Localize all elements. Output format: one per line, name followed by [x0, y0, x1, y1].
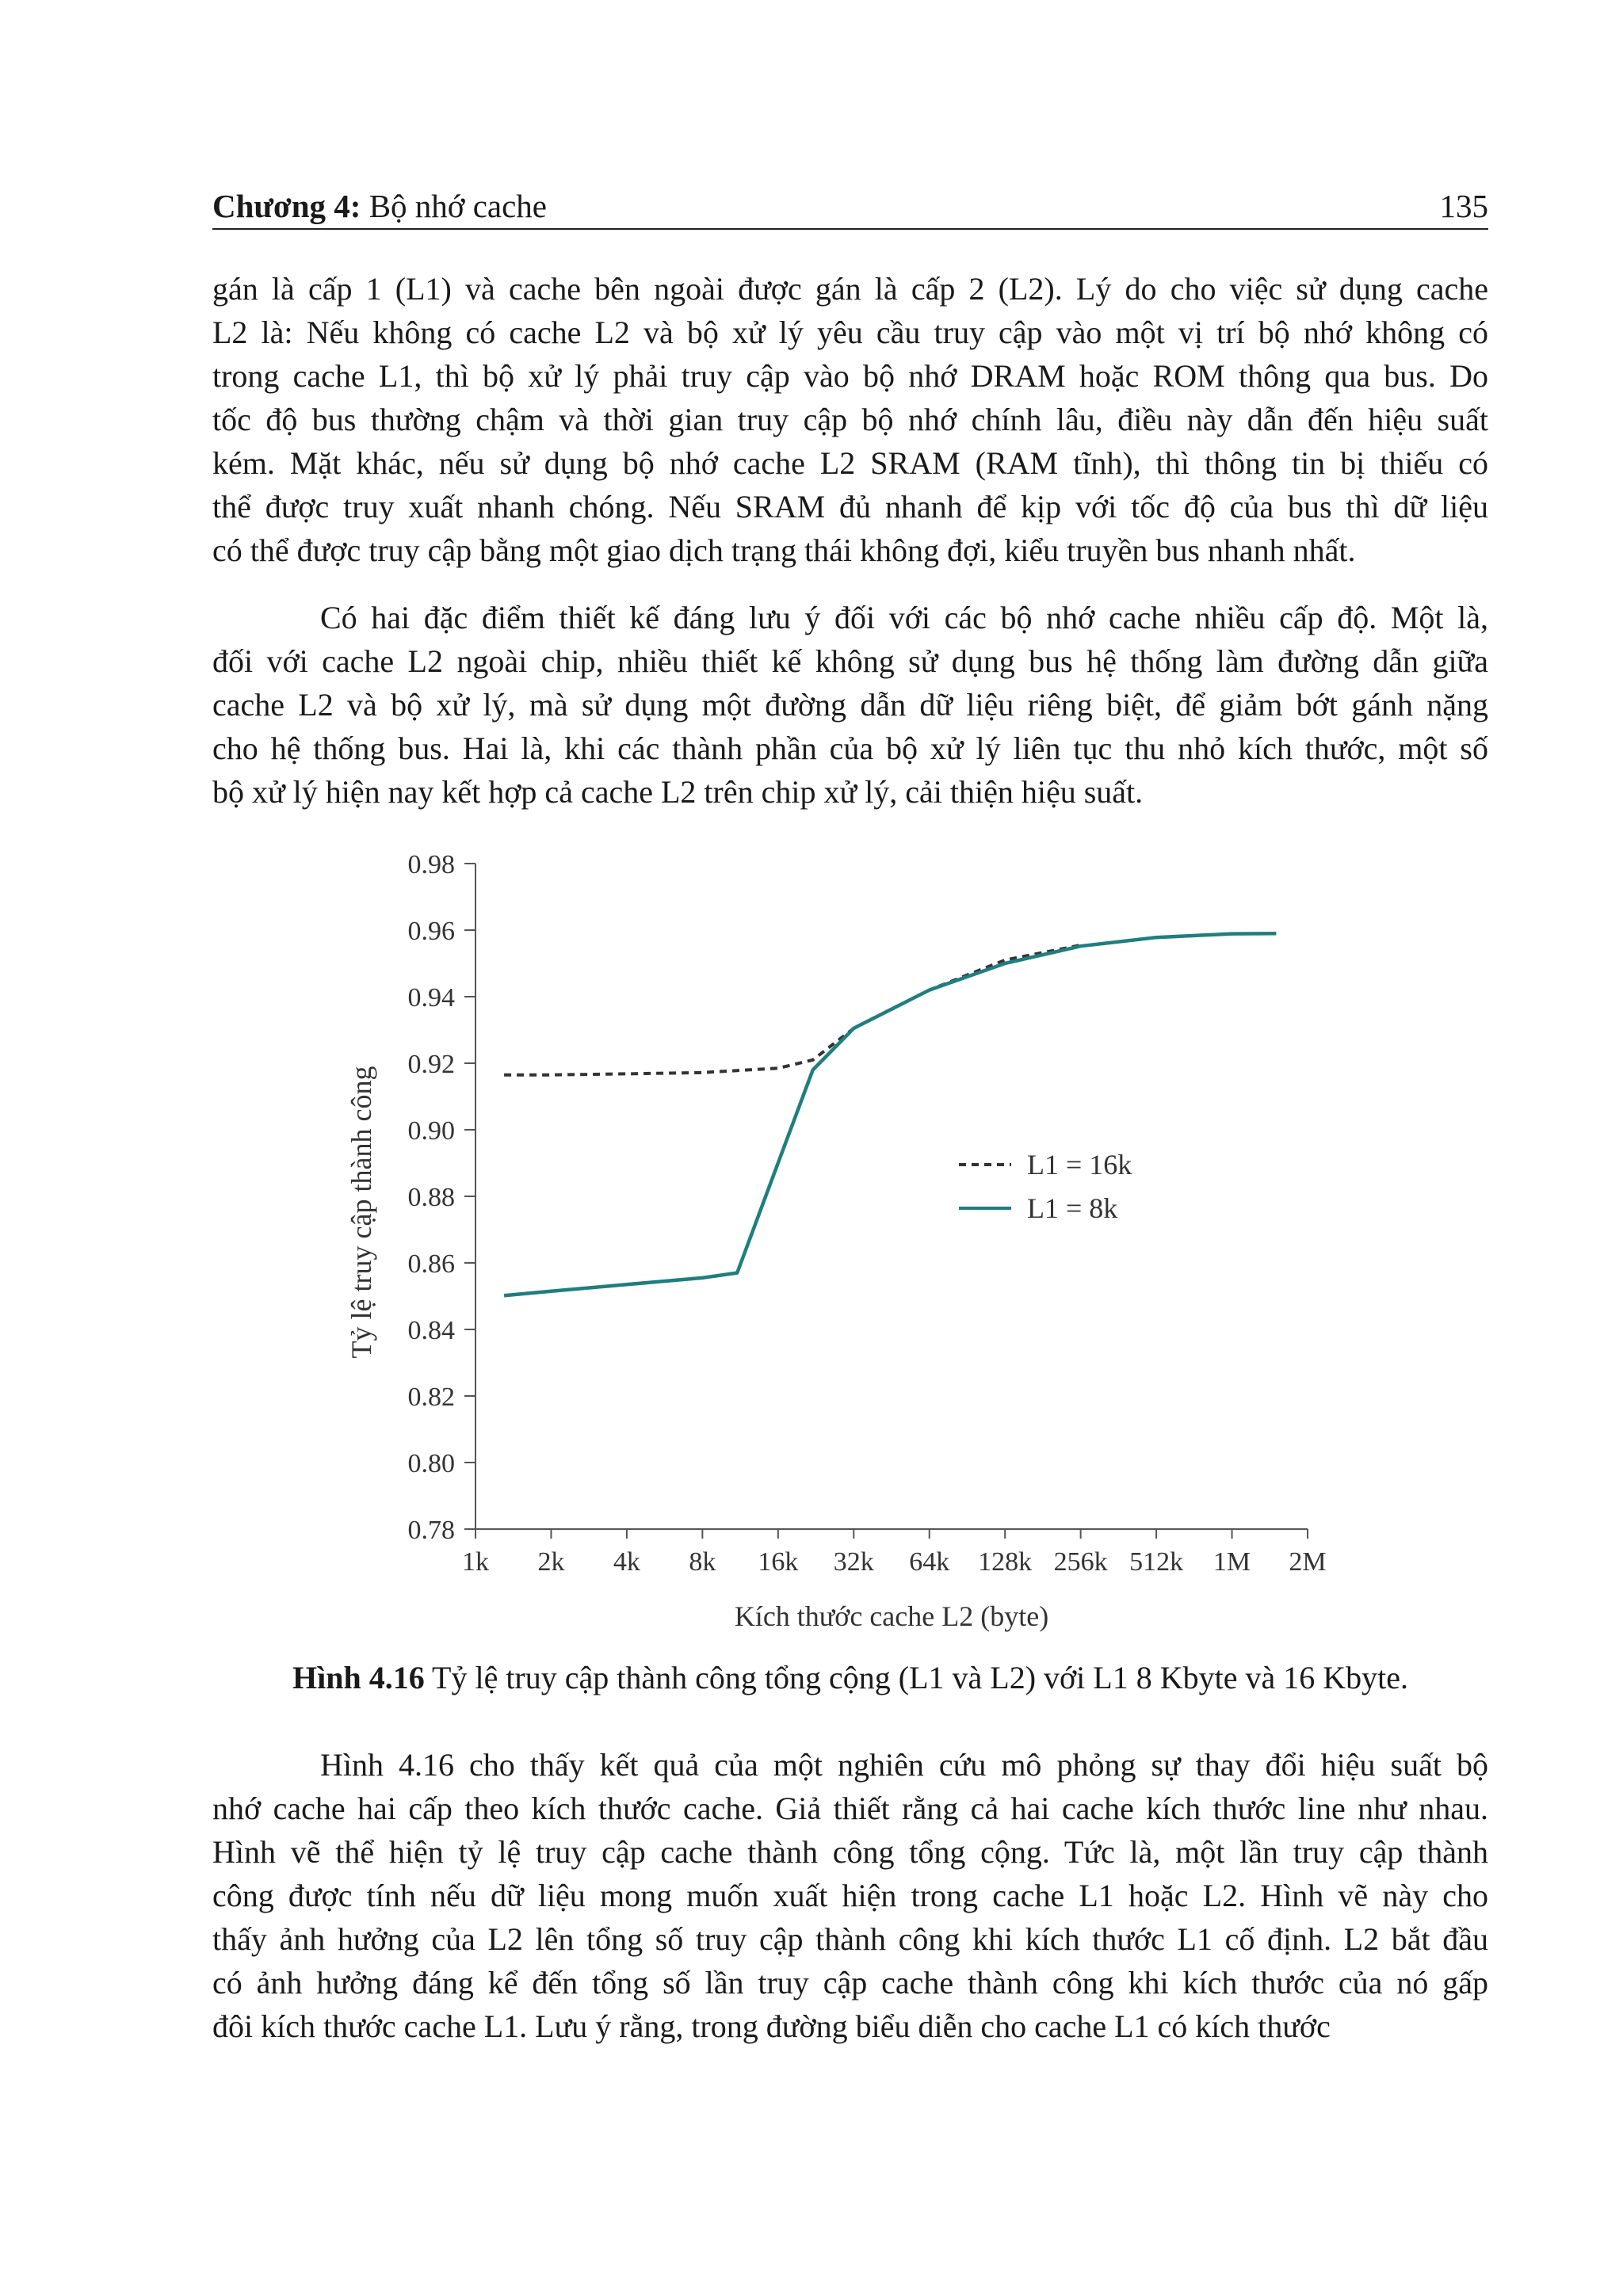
y-tick-label: 0.86	[408, 1249, 456, 1279]
text-line: cho hệ thống bus. Hai là, khi các thành …	[212, 730, 1488, 766]
chapter-heading: Chương 4: Bộ nhớ cache	[212, 184, 547, 228]
x-tick-label: 32k	[834, 1547, 874, 1577]
text-line: Hình vẽ thể hiện tỷ lệ truy cập cache th…	[212, 1834, 1488, 1870]
text-line: cache L2 và bộ xử lý, mà sử dụng một đườ…	[212, 687, 1488, 723]
text-line: có thể được truy cập bằng một giao dịch …	[212, 532, 1356, 568]
y-tick-label: 0.96	[408, 917, 456, 946]
chapter-label: Chương 4:	[212, 188, 361, 224]
x-tick-label: 16k	[758, 1547, 798, 1577]
text-line: gán là cấp 1 (L1) và cache bên ngoài đượ…	[212, 271, 1488, 307]
y-axis-label: Tỷ lệ truy cập thành công	[346, 1066, 377, 1359]
x-axis-label: Kích thước cache L2 (byte)	[735, 1600, 1048, 1632]
text-line: trong cache L1, thì bộ xử lý phải truy c…	[212, 358, 1488, 394]
y-tick-label: 0.82	[408, 1383, 456, 1412]
y-tick-label: 0.80	[408, 1449, 456, 1478]
x-tick-label: 128k	[978, 1547, 1032, 1577]
figure-caption: Hình 4.16 Tỷ lệ truy cập thành công tổng…	[212, 1656, 1488, 1700]
text-line: có ảnh hưởng đáng kể đến tổng số lần tru…	[212, 1965, 1488, 2000]
x-tick-label: 4k	[613, 1547, 640, 1577]
text-line: Có hai đặc điểm thiết kế đáng lưu ý đối …	[320, 600, 1488, 635]
y-tick-label: 0.78	[408, 1516, 456, 1545]
y-tick-label: 0.84	[408, 1316, 456, 1345]
hit-ratio-chart: 0.98 0.96 0.94 0.92 0.90 0.88 0.86 0.84 0.82 0.80…	[346, 850, 1327, 1632]
text-line: thể được truy xuất nhanh chóng. Nếu SRAM…	[212, 489, 1488, 524]
x-tick-label: 1k	[462, 1547, 489, 1577]
text-line: thấy ảnh hưởng của L2 lên tổng số truy c…	[212, 1921, 1488, 1957]
paragraph-1: gán là cấp 1 (L1) và cache bên ngoài đượ…	[212, 267, 1488, 572]
text-line: tốc độ bus thường chậm và thời gian truy…	[212, 402, 1488, 437]
text-line: bộ xử lý hiện nay kết hợp cả cache L2 tr…	[212, 774, 1144, 810]
y-tick-label: 0.92	[408, 1050, 456, 1079]
paragraph-3: Hình 4.16 cho thấy kết quả của một nghiê…	[212, 1743, 1488, 2048]
x-tick-label: 8k	[689, 1547, 716, 1577]
figure-4-16: 0.98 0.96 0.94 0.92 0.90 0.88 0.86 0.84 0.82 0.80…	[333, 848, 1363, 1640]
legend-label: L1 = 16k	[1027, 1149, 1132, 1180]
text-line: đối với cache L2 ngoài chip, nhiều thiết…	[212, 643, 1488, 679]
y-tick-label: 0.88	[408, 1183, 456, 1212]
text-line: nhớ cache hai cấp theo kích thước cache.…	[212, 1791, 1488, 1826]
page-number: 135	[1439, 188, 1489, 224]
page-header: Chương 4: Bộ nhớ cache 135	[212, 184, 1489, 230]
y-tick-label: 0.90	[408, 1116, 456, 1146]
x-tick-label: 256k	[1054, 1547, 1108, 1577]
series-line-l1-16k	[504, 943, 1081, 1077]
text-line: đôi kích thước cache L1. Lưu ý rằng, tro…	[212, 2008, 1331, 2044]
y-tick-label: 0.94	[408, 983, 456, 1013]
x-tick-label: 512k	[1129, 1547, 1183, 1577]
text-line: Hình 4.16 cho thấy kết quả của một nghiê…	[320, 1747, 1488, 1783]
text-line: công được tính nếu dữ liệu mong muốn xuấ…	[212, 1878, 1488, 1913]
caption-text: Tỷ lệ truy cập thành công tổng cộng (L1 …	[432, 1660, 1408, 1695]
text-line: L2 là: Nếu không có cache L2 và bộ xử lý…	[212, 315, 1488, 350]
y-tick-label: 0.98	[408, 850, 456, 879]
x-tick-label: 1M	[1213, 1547, 1251, 1577]
series-line-l1-8k	[503, 931, 1277, 1298]
x-tick-label: 64k	[909, 1547, 949, 1577]
x-tick-label: 2k	[537, 1547, 564, 1577]
legend-label: L1 = 8k	[1027, 1192, 1117, 1224]
header-rule	[212, 228, 1488, 230]
chapter-title: Bộ nhớ cache	[369, 188, 548, 224]
caption-label: Hình 4.16	[292, 1660, 425, 1695]
text-line: kém. Mặt khác, nếu sử dụng bộ nhớ cache …	[212, 445, 1488, 481]
x-tick-label: 2M	[1289, 1547, 1326, 1577]
paragraph-2: Có hai đặc điểm thiết kế đáng lưu ý đối …	[212, 596, 1488, 814]
